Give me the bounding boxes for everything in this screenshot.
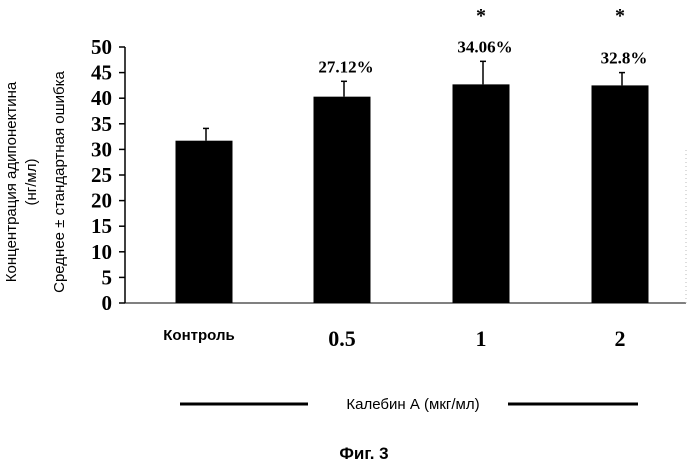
x-axis-categories: Контроль 0.5 1 2 xyxy=(163,326,625,351)
x-category-label: 1 xyxy=(476,326,487,351)
y-tick-label: 15 xyxy=(91,214,112,238)
value-label: 32.8% xyxy=(601,49,648,68)
x-axis-title: Калебин А (мкг/мл) xyxy=(346,396,479,413)
bar xyxy=(453,84,510,303)
value-label: 34.06% xyxy=(457,37,512,56)
significance-star: * xyxy=(476,5,486,27)
y-axis-ticks: 05101520253035404550 xyxy=(91,35,125,315)
bar xyxy=(592,85,649,303)
y-tick-label: 50 xyxy=(91,35,112,59)
y-tick-label: 40 xyxy=(91,86,112,110)
y-tick-label: 10 xyxy=(91,240,112,264)
y-tick-label: 30 xyxy=(91,137,112,161)
y-tick-label: 35 xyxy=(91,112,112,136)
x-category-label: 2 xyxy=(615,326,626,351)
y-axis-title-line-3: Среднее ± стандартная ошибка xyxy=(51,70,68,292)
y-axis-title-line-2: (нг/мл) xyxy=(23,159,40,206)
figure-caption: Фиг. 3 xyxy=(339,444,388,463)
bars xyxy=(176,61,649,303)
x-category-label: 0.5 xyxy=(328,326,356,351)
y-tick-label: 0 xyxy=(102,291,113,315)
significance-star: * xyxy=(615,5,625,27)
value-label: 27.12% xyxy=(318,57,373,76)
x-category-label: Контроль xyxy=(163,327,234,344)
y-axis-title-line-1: Концентрация адипонектина xyxy=(3,81,20,282)
y-tick-label: 45 xyxy=(91,61,112,85)
y-tick-label: 5 xyxy=(102,265,113,289)
bar xyxy=(314,97,371,303)
bar xyxy=(176,141,233,303)
y-tick-label: 25 xyxy=(91,163,112,187)
y-tick-label: 20 xyxy=(91,189,112,213)
